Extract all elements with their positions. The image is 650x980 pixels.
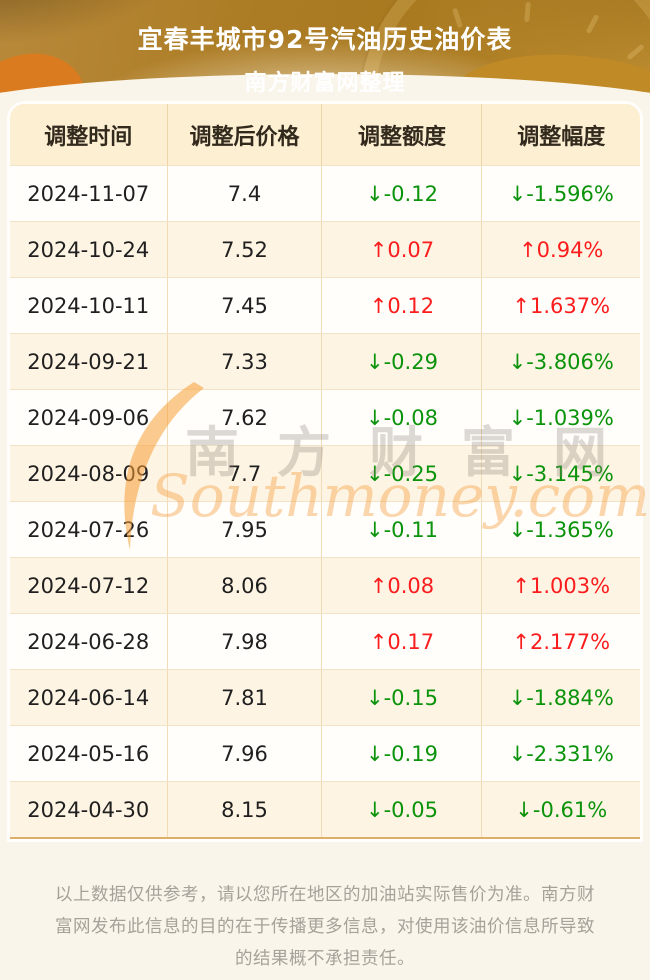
cell-adjust-date: 2024-06-14 [10,669,168,725]
header-adjust-amount: 调整额度 [322,104,483,165]
table-row: 2024-10-11 7.45 ↑0.12 ↑1.637% [10,277,640,333]
disclaimer-text: 以上数据仅供参考，请以您所在地区的加油站实际售价为准。南方财富网发布此信息的目的… [55,885,595,969]
cell-change-pct: ↓-3.806% [482,333,640,389]
cell-adjust-date: 2024-07-12 [10,557,168,613]
table-row: 2024-06-14 7.81 ↓-0.15 ↓-1.884% [10,669,640,725]
cell-change: ↓-0.25 [322,445,483,501]
cell-adjust-date: 2024-08-09 [10,445,168,501]
cell-adjust-date: 2024-09-06 [10,389,168,445]
price-table-zone: 调整时间 调整后价格 调整额度 调整幅度 2024-11-07 7.4 ↓-0.12… [0,104,650,839]
cell-change-pct: ↓-0.61% [482,781,640,837]
cell-adjust-date: 2024-06-28 [10,613,168,669]
cell-change-pct: ↓-2.331% [482,725,640,781]
cell-adjust-date: 2024-04-30 [10,781,168,837]
table-row: 2024-06-28 7.98 ↑0.17 ↑2.177% [10,613,640,669]
cell-adjust-date: 2024-05-16 [10,725,168,781]
table-row: 2024-04-30 8.15 ↓-0.05 ↓-0.61% [10,781,640,837]
cell-price: 7.98 [167,613,323,669]
cell-change-pct: ↓-3.145% [482,445,640,501]
cell-price: 7.52 [167,221,323,277]
cell-change: ↓-0.15 [322,669,483,725]
cell-change: ↓-0.12 [322,165,483,221]
cell-adjust-date: 2024-09-21 [10,333,168,389]
page-subtitle: 南方财富网整理 [244,71,406,96]
cell-change-pct: ↓-1.884% [482,669,640,725]
cell-price: 8.15 [167,781,323,837]
cell-price: 7.62 [167,389,323,445]
page-title: 宜春丰城市92号汽油历史油价表 [137,25,513,54]
cell-change: ↓-0.05 [322,781,483,837]
cell-change: ↓-0.19 [322,725,483,781]
table-header-row: 调整时间 调整后价格 调整额度 调整幅度 [10,104,640,165]
cell-change: ↑0.07 [322,221,483,277]
table-row: 2024-07-12 8.06 ↑0.08 ↑1.003% [10,557,640,613]
cell-change-pct: ↑1.637% [482,277,640,333]
header-adjust-price: 调整后价格 [167,104,323,165]
cell-price: 7.4 [167,165,323,221]
table-header: 调整时间 调整后价格 调整额度 调整幅度 [10,104,640,165]
table-row: 2024-08-09 7.7 ↓-0.25 ↓-3.145% [10,445,640,501]
cell-change-pct: ↓-1.596% [482,165,640,221]
cell-change: ↑0.08 [322,557,483,613]
cell-adjust-date: 2024-11-07 [10,165,168,221]
header-adjust-range: 调整幅度 [482,104,640,165]
cell-change-pct: ↑1.003% [482,557,640,613]
table-row: 2024-09-06 7.62 ↓-0.08 ↓-1.039% [10,389,640,445]
banner: 宜春丰城市92号汽油历史油价表 南方财富网整理 [0,0,650,108]
cell-change: ↓-0.11 [322,501,483,557]
table-row: 2024-10-24 7.52 ↑0.07 ↑0.94% [10,221,640,277]
cell-change-pct: ↑0.94% [482,221,640,277]
cell-adjust-date: 2024-10-11 [10,277,168,333]
cell-change-pct: ↓-1.365% [482,501,640,557]
price-table: 调整时间 调整后价格 调整额度 调整幅度 2024-11-07 7.4 ↓-0.12… [10,104,640,839]
cell-adjust-date: 2024-10-24 [10,221,168,277]
cell-change: ↓-0.29 [322,333,483,389]
cell-price: 7.96 [167,725,323,781]
table-body: 2024-11-07 7.4 ↓-0.12 ↓-1.596% 2024-10-24 7.5… [10,165,640,837]
cell-change: ↑0.17 [322,613,483,669]
table-row: 2024-11-07 7.4 ↓-0.12 ↓-1.596% [10,165,640,221]
cell-price: 7.33 [167,333,323,389]
cell-change: ↑0.12 [322,277,483,333]
header-adjust-time: 调整时间 [10,104,168,165]
cell-change-pct: ↑2.177% [482,613,640,669]
cell-price: 7.81 [167,669,323,725]
cell-change: ↓-0.08 [322,389,483,445]
cell-price: 7.95 [167,501,323,557]
cell-change-pct: ↓-1.039% [482,389,640,445]
table-row: 2024-05-16 7.96 ↓-0.19 ↓-2.331% [10,725,640,781]
cell-adjust-date: 2024-07-26 [10,501,168,557]
cell-price: 7.7 [167,445,323,501]
table-row: 2024-07-26 7.95 ↓-0.11 ↓-1.365% [10,501,640,557]
cell-price: 7.45 [167,277,323,333]
table-row: 2024-09-21 7.33 ↓-0.29 ↓-3.806% [10,333,640,389]
cell-price: 8.06 [167,557,323,613]
